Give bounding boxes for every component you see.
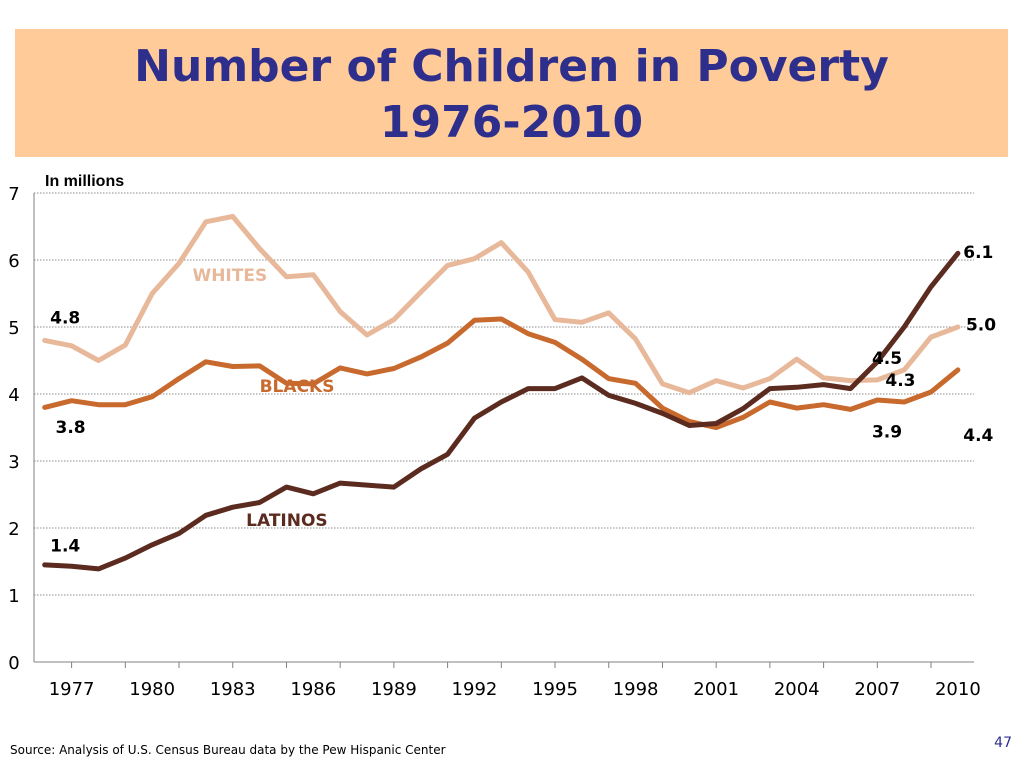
x-tick-label-2010: 2010 — [935, 679, 981, 700]
x-tick-label-1986: 1986 — [290, 679, 336, 700]
x-tick-label-1977: 1977 — [49, 679, 95, 700]
x-tick-label-1995: 1995 — [532, 679, 578, 700]
data-label-3: 6.1 — [963, 243, 993, 263]
x-tick-label-1992: 1992 — [452, 679, 498, 700]
data-label-2: 1.4 — [50, 536, 80, 556]
slide-title: Number of Children in Poverty 1976-2010 — [15, 39, 1008, 151]
page-number: 47 — [994, 735, 1012, 751]
y-tick-label-6: 6 — [8, 251, 19, 272]
series-line-whites — [42, 213, 961, 396]
data-label-8: 3.9 — [872, 423, 902, 443]
data-label-7: 4.3 — [885, 371, 915, 391]
series-line-latinos — [42, 250, 961, 572]
x-tick-label-1983: 1983 — [210, 679, 256, 700]
data-label-0: 4.8 — [50, 309, 80, 329]
data-label-5: 4.4 — [963, 426, 993, 446]
x-tick-label-2007: 2007 — [854, 679, 900, 700]
axis-layer: 0 1 2 3 4 5 6 7 In millions 1977 1980 1983 1986 1989 1… — [8, 173, 981, 700]
data-label-4: 5.0 — [966, 315, 996, 335]
series-layer — [42, 213, 961, 572]
x-tick-label-1980: 1980 — [129, 679, 175, 700]
series-label-blacks: BLACKS — [260, 377, 335, 397]
x-tick-label-1998: 1998 — [613, 679, 659, 700]
x-tick-label-2001: 2001 — [693, 679, 739, 700]
x-tick-label-2004: 2004 — [774, 679, 820, 700]
y-tick-label-3: 3 — [8, 452, 19, 473]
title-line-2: 1976-2010 — [379, 97, 644, 148]
series-line-blacks — [42, 316, 961, 430]
series-label-whites: WHITES — [192, 266, 267, 286]
title-banner: Number of Children in Poverty 1976-2010 — [15, 29, 1008, 157]
y-tick-label-7: 7 — [8, 184, 19, 205]
series-label-latinos: LATINOS — [246, 511, 328, 531]
title-line-1: Number of Children in Poverty — [134, 41, 889, 92]
data-label-1: 3.8 — [55, 418, 85, 438]
y-tick-label-2: 2 — [8, 519, 19, 540]
y-tick-label-5: 5 — [8, 318, 19, 339]
y-tick-label-0: 0 — [8, 653, 19, 674]
y-tick-label-4: 4 — [8, 385, 19, 406]
unit-label: In millions — [45, 173, 124, 190]
poverty-line-chart: 0 1 2 3 4 5 6 7 In millions 1977 1980 1983 1986 1989 1… — [8, 173, 996, 700]
y-tick-label-1: 1 — [8, 586, 19, 607]
source-note: Source: Analysis of U.S. Census Bureau d… — [10, 743, 446, 757]
label-layer: WHITES BLACKS LATINOS 4.8 3.8 1.4 6.1 5.0 4.4 4.5… — [50, 243, 996, 556]
data-label-6: 4.5 — [872, 349, 902, 369]
x-tick-label-1989: 1989 — [371, 679, 417, 700]
